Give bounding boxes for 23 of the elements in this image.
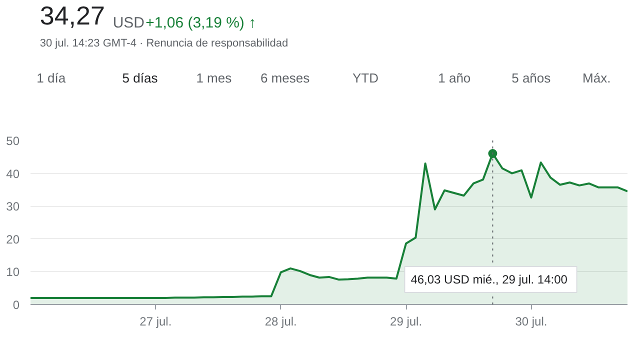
chart-subtitle: 30 jul. 14:23 GMT-4 · Renuncia de responsabilidad xyxy=(40,38,288,50)
chart-title: 34,27 xyxy=(40,0,105,30)
annotation: 46,03 USD mié., 29 jul. 14:00 xyxy=(410,272,568,286)
x-tick-label: 29 jul. xyxy=(390,314,422,328)
y-tick-label: 0 xyxy=(12,298,20,312)
text: 1 año xyxy=(438,70,471,86)
text: USD xyxy=(112,14,145,32)
y-tick-label: 20 xyxy=(6,232,20,246)
x-tick-label: 27 jul. xyxy=(140,314,172,328)
text: 5 años xyxy=(512,70,552,86)
text: +1,06 (3,19 %) ↑ xyxy=(146,14,256,32)
text: YTD xyxy=(352,70,378,86)
text: 5 días xyxy=(122,70,158,86)
y-tick-label: 50 xyxy=(6,134,20,148)
text: 6 meses xyxy=(260,70,310,86)
y-tick-label: 10 xyxy=(6,265,20,280)
y-tick-label: 40 xyxy=(6,166,20,181)
x-tick-label: 28 jul. xyxy=(264,314,297,328)
x-tick-label: 30 jul. xyxy=(515,314,548,328)
y-tick-label: 30 xyxy=(6,200,20,214)
text: 1 día xyxy=(36,70,66,86)
text: 1 mes xyxy=(196,70,232,86)
text: Máx. xyxy=(582,70,611,86)
